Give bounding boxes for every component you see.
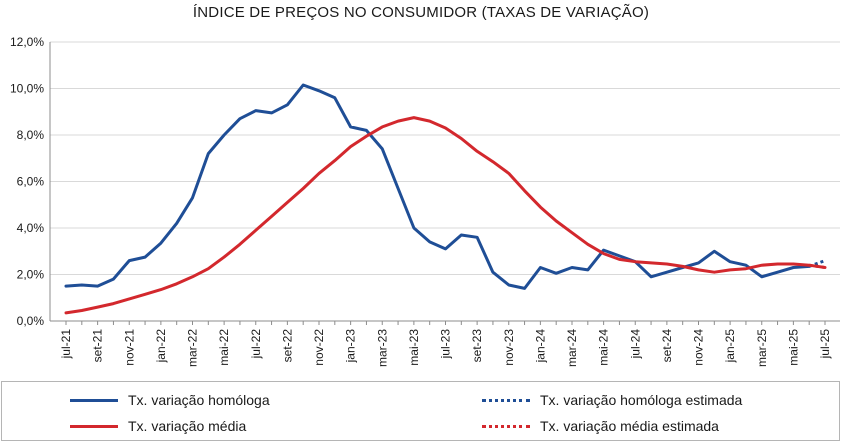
series-layer	[64, 83, 827, 315]
y-tick-label: 4,0%	[17, 221, 45, 235]
chart-plot-area: 0,0% 2,0% 4,0% 6,0% 8,0% 10,0% 12,0% jul-21 set-…	[10, 35, 840, 367]
legend-item-homologa: Tx. variação homóloga	[70, 392, 270, 408]
x-tick-label: jul-24	[628, 329, 642, 360]
x-tick-label: jan-25	[723, 329, 737, 364]
chart-title: ÍNDICE DE PREÇOS NO CONSUMIDOR (TAXAS DE…	[192, 4, 650, 21]
x-tick-label: mar-24	[565, 329, 579, 367]
x-tick-label: jul-21	[59, 329, 73, 360]
x-tick-label: jul-23	[439, 329, 453, 360]
x-tick-label: mai-24	[597, 329, 611, 366]
grid-layer	[50, 41, 840, 322]
x-tick-label: set-24	[660, 329, 674, 363]
x-tick-label: mar-22	[186, 329, 200, 367]
legend-label-media: Tx. variação média	[128, 418, 247, 434]
x-tick-label: mar-23	[375, 329, 389, 367]
y-tick-label: 8,0%	[17, 128, 45, 142]
x-tick-label: set-23	[470, 329, 484, 363]
x-tick-label: nov-21	[122, 329, 136, 366]
y-tick-label: 12,0%	[10, 35, 44, 49]
x-tick-label: mai-23	[407, 329, 421, 366]
legend-item-homologa-estimada: Tx. variação homóloga estimada	[482, 392, 742, 408]
x-tick-label: jan-24	[533, 329, 547, 364]
x-tick-label: set-22	[280, 329, 294, 363]
y-tick-label: 10,0%	[10, 82, 44, 96]
series-line-2	[64, 116, 827, 315]
x-tick-label: nov-24	[692, 329, 706, 366]
legend-swatch-media	[70, 424, 118, 428]
x-tick-label: jul-25	[818, 329, 832, 360]
legend-label-homologa: Tx. variação homóloga	[128, 392, 270, 408]
x-tick-label: set-21	[91, 329, 105, 363]
legend-item-media: Tx. variação média	[70, 418, 246, 434]
legend-item-media-estimada: Tx. variação média estimada	[482, 418, 719, 434]
legend-swatch-homologa	[70, 398, 118, 402]
legend: Tx. variação homóloga Tx. variação média…	[1, 381, 840, 441]
y-tick-label: 0,0%	[17, 314, 45, 328]
x-tick-label: jul-22	[249, 329, 263, 360]
x-tick-label: mai-22	[217, 329, 231, 366]
series-line-3	[808, 263, 826, 269]
x-tick-label: nov-23	[502, 329, 516, 366]
legend-swatch-homologa-estimada	[482, 398, 530, 402]
y-tick-label: 2,0%	[17, 268, 45, 282]
x-tick-label: nov-22	[312, 329, 326, 366]
axis-layer: 0,0% 2,0% 4,0% 6,0% 8,0% 10,0% 12,0% jul-21 set-…	[10, 35, 840, 367]
x-tick-label: jan-23	[344, 329, 358, 364]
y-tick-label: 6,0%	[17, 175, 45, 189]
x-tick-label: jan-22	[154, 329, 168, 364]
legend-swatch-media-estimada	[482, 424, 530, 428]
legend-label-homologa-estimada: Tx. variação homóloga estimada	[540, 392, 743, 408]
series-line-0	[64, 83, 811, 290]
x-tick-label: mar-25	[755, 329, 769, 367]
legend-label-media-estimada: Tx. variação média estimada	[540, 418, 719, 434]
x-tick-label: mai-25	[786, 329, 800, 366]
